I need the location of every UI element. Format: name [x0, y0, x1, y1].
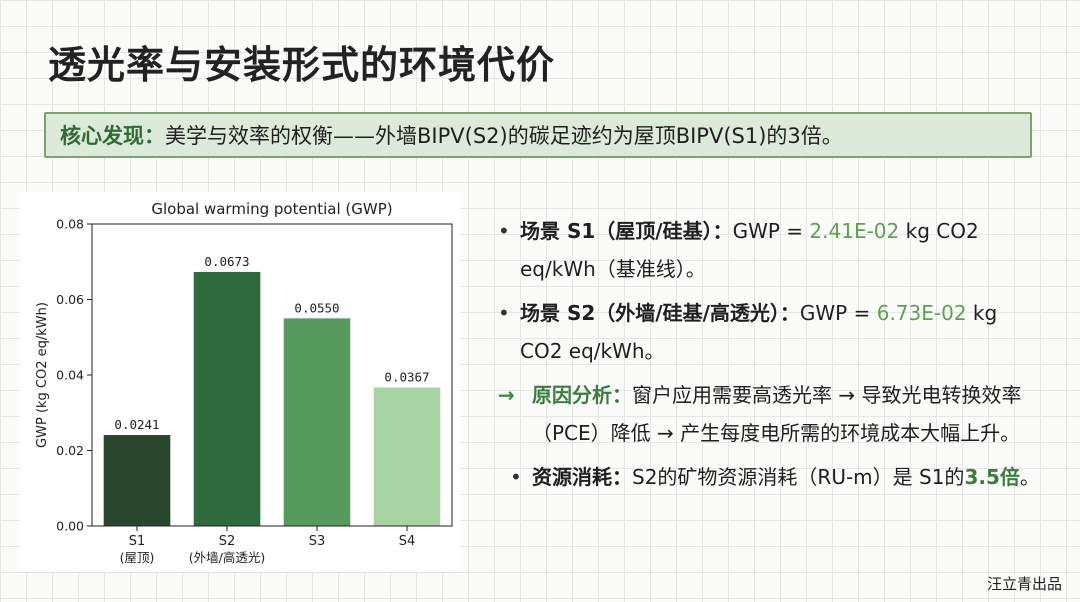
bullet-reason-text: 窗户应用需要高透光率 → 导致光电转换效率（PCE）降低 → 产生每度电所需的环… [532, 383, 1022, 445]
bullet-s2-value: 6.73E-02 [876, 301, 967, 325]
bullet-s1-suffix: kg CO2 eq/kWh（基准线）。 [520, 219, 979, 281]
bar-s4 [373, 387, 441, 526]
callout-text: 美学与效率的权衡——外墙BIPV(S2)的碳足迹约为屋顶BIPV(S1)的3倍。 [165, 124, 843, 148]
bullet-dot: • [510, 465, 522, 489]
bullet-dot: • [498, 301, 510, 325]
page-title: 透光率与安装形式的环境代价 [48, 43, 556, 87]
y-tick-label: 0.08 [56, 217, 84, 232]
bar-value-label: 0.0367 [384, 369, 429, 384]
x-tick-label: S3 [309, 534, 326, 549]
findings-list: • 场景 S1（屋顶/硅基）：GWP = 2.41E-02 kg CO2 eq/… [498, 212, 1043, 502]
x-tick-label: S2 [219, 534, 236, 549]
bullet-s1: • 场景 S1（屋顶/硅基）：GWP = 2.41E-02 kg CO2 eq/… [498, 212, 1043, 288]
bullet-s2-prefix: GWP = [799, 301, 877, 325]
gwp-chart: Global warming potential (GWP) GWP (kg CO… [20, 192, 460, 572]
callout-label: 核心发现： [60, 124, 165, 148]
y-tick-label: 0.02 [56, 443, 84, 458]
y-tick-label: 0.04 [56, 368, 84, 383]
bullet-s2-label: 场景 S2（外墙/硅基/高透光） [520, 301, 780, 325]
bullet-s1-label: 场景 S1（屋顶/硅基） [520, 219, 713, 243]
bullet-resource-label: 资源消耗： [532, 465, 632, 489]
bar-s3 [283, 318, 351, 526]
key-finding-callout: 核心发现： 美学与效率的权衡——外墙BIPV(S2)的碳足迹约为屋顶BIPV(S… [44, 112, 1032, 158]
chart-title: Global warming potential (GWP) [151, 200, 392, 218]
y-axis-label: GWP (kg CO2 eq/kWh) [35, 302, 50, 448]
bullet-s1-prefix: GWP = [732, 219, 810, 243]
plot-frame [91, 223, 453, 527]
bullet-dot: • [498, 219, 510, 243]
bullet-resource-text: S2的矿物资源消耗（RU-m）是 S1的 [632, 465, 965, 489]
bullet-resource: • 资源消耗：S2的矿物资源消耗（RU-m）是 S1的3.5倍。 [510, 458, 1043, 496]
bullet-s1-sep: ： [712, 219, 733, 243]
x-tick-label: S1 [129, 534, 146, 549]
author-credit: 汪立青出品 [986, 575, 1062, 593]
x-tick-label: S4 [399, 534, 416, 549]
bar-s2 [193, 271, 261, 526]
bar-value-label: 0.0241 [114, 417, 159, 432]
arrow-right-icon: → [498, 383, 515, 407]
bullet-s2-suffix: kg CO2 eq/kWh。 [520, 301, 998, 363]
y-tick-label: 0.00 [56, 519, 84, 534]
y-tick-label: 0.06 [56, 292, 84, 307]
bullet-resource-highlight: 3.5倍 [964, 465, 1020, 489]
gwp-chart-svg: Global warming potential (GWP) GWP (kg CO… [35, 200, 453, 565]
bullet-s2-sep: ： [779, 301, 800, 325]
x-tick-sublabel: (外墙/高透光) [189, 550, 265, 565]
bullet-s1-value: 2.41E-02 [809, 219, 900, 243]
bar-value-label: 0.0673 [204, 254, 249, 269]
bullet-reason-label: 原因分析： [532, 383, 632, 407]
bar-value-label: 0.0550 [294, 300, 339, 315]
x-tick-sublabel: (屋顶) [120, 550, 155, 565]
bullet-reason: → 原因分析：窗户应用需要高透光率 → 导致光电转换效率（PCE）降低 → 产生… [498, 376, 1043, 452]
bullet-s2: • 场景 S2（外墙/硅基/高透光）：GWP = 6.73E-02 kg CO2… [498, 294, 1043, 370]
bar-s1 [103, 435, 171, 526]
bullet-resource-end: 。 [1019, 465, 1040, 489]
